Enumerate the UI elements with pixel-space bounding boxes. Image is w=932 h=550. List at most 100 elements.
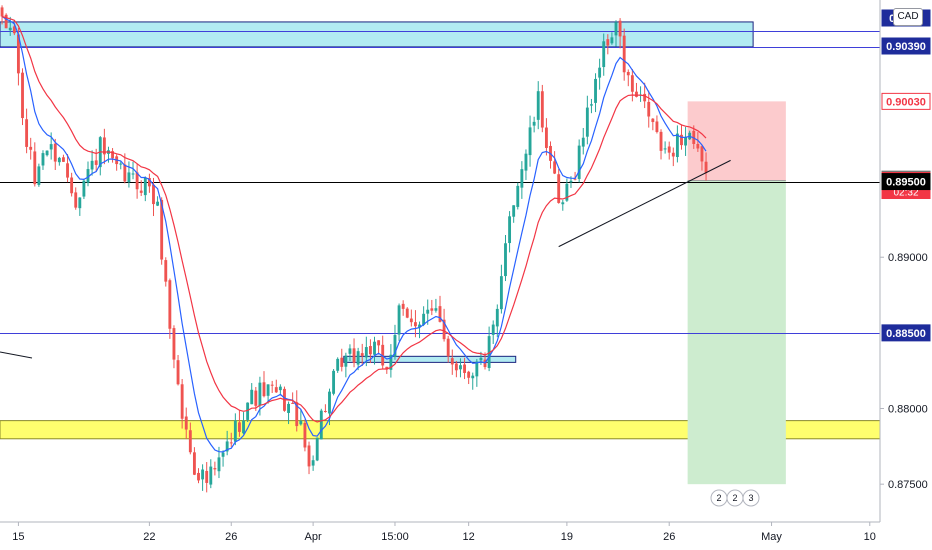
- candle-body: [323, 410, 327, 412]
- candle-body: [4, 14, 8, 29]
- price-tag-value: 0.90030: [886, 96, 926, 108]
- take-profit-zone: [687, 180, 786, 485]
- event-badge-count: 3: [748, 493, 753, 503]
- candle-body: [205, 470, 209, 483]
- candle-body: [459, 365, 462, 370]
- candle-body: [352, 348, 356, 363]
- price-tag: [881, 324, 931, 342]
- candle-body: [307, 445, 311, 467]
- event-badge-icon[interactable]: [742, 489, 760, 507]
- candle-body: [90, 160, 94, 170]
- candle-body: [585, 107, 589, 137]
- candle-body: [659, 131, 663, 151]
- candle-body: [82, 180, 86, 197]
- price-axis-bg[interactable]: [880, 0, 932, 550]
- candle-body: [62, 157, 65, 162]
- candle-body: [246, 402, 250, 420]
- candle-body: [594, 78, 597, 103]
- candle-body: [139, 190, 143, 193]
- candle-body: [626, 71, 630, 76]
- candle-body: [143, 177, 147, 196]
- candle-body: [606, 39, 610, 46]
- event-badges[interactable]: 2 2 3: [710, 489, 760, 507]
- candle-body: [385, 366, 389, 370]
- candle-body: [192, 452, 196, 475]
- time-axis[interactable]: 15 22 26 Apr 15:00 12 19 26 May 10: [12, 522, 876, 543]
- candle-body: [520, 169, 524, 188]
- candle-body: [553, 161, 557, 174]
- candle-body: [254, 390, 258, 406]
- candle-body: [450, 358, 454, 365]
- candle-body: [426, 309, 430, 314]
- candle-body: [680, 134, 683, 146]
- price-tick-label: 0.88000: [888, 404, 928, 416]
- candle-body: [418, 324, 421, 328]
- candle-body: [614, 22, 618, 36]
- candle-body: [532, 121, 536, 126]
- candle-body: [598, 67, 602, 78]
- candle-body: [475, 361, 479, 377]
- candle-body: [356, 351, 360, 365]
- candle-body: [524, 153, 528, 171]
- moving-averages-layer: [1, 15, 707, 453]
- candle-body: [409, 318, 413, 323]
- drawing-stub[interactable]: [0, 351, 33, 359]
- candle-body: [569, 180, 573, 183]
- time-tick-label: 26: [225, 531, 237, 543]
- candle-body: [381, 344, 385, 366]
- price-tick-label: 0.87500: [888, 479, 928, 491]
- price-tick-label: 0.89000: [888, 252, 928, 264]
- candle-body: [250, 389, 254, 405]
- candle-body: [696, 143, 700, 149]
- candle-body: [303, 422, 307, 448]
- candle-body: [655, 121, 659, 132]
- candle-body: [21, 72, 24, 119]
- candle-body: [463, 364, 466, 373]
- candle-body: [74, 192, 78, 208]
- candle-body: [217, 457, 221, 472]
- price-axis[interactable]: 0.89000 0.88000 0.87500: [880, 252, 928, 491]
- candle-body: [364, 347, 368, 358]
- candle-body: [622, 35, 626, 73]
- candle-body: [471, 375, 475, 379]
- candle-body: [86, 169, 90, 183]
- candle-body: [315, 437, 319, 461]
- candle-body: [495, 308, 499, 327]
- candle-body: [164, 260, 168, 282]
- currency-selector[interactable]: CAD: [893, 8, 923, 26]
- drawings-layer[interactable]: [0, 159, 731, 359]
- candle-body: [197, 472, 200, 481]
- candle-body: [675, 133, 679, 158]
- candle-body: [135, 172, 139, 190]
- candle-body: [287, 403, 290, 413]
- candle-body: [360, 353, 364, 356]
- candle-body: [78, 197, 82, 209]
- price-tag-value: 0.88500: [886, 328, 926, 340]
- candle-body: [180, 384, 184, 419]
- candle-body: [544, 127, 548, 148]
- candle-body: [12, 26, 16, 34]
- candle-body: [295, 402, 299, 427]
- candle-body: [57, 157, 61, 163]
- candle-body: [573, 178, 577, 180]
- time-tick-label: 15: [12, 531, 24, 543]
- candles-layer: [0, 5, 708, 493]
- candle-body: [336, 358, 340, 371]
- trendline[interactable]: [558, 159, 731, 248]
- candle-body: [188, 430, 192, 453]
- candle-body: [389, 354, 393, 370]
- candle-body: [127, 172, 131, 183]
- candle-body: [635, 91, 638, 97]
- candle-body: [479, 357, 483, 361]
- candle-body: [94, 160, 98, 165]
- candle-body: [491, 324, 495, 335]
- candle-body: [602, 41, 606, 68]
- candle-body: [368, 346, 372, 355]
- candle-body: [266, 384, 270, 396]
- candle-body: [258, 382, 262, 406]
- candle-body: [442, 319, 446, 340]
- candle-body: [499, 276, 503, 310]
- candle-body: [25, 119, 29, 147]
- time-tick-label: 10: [864, 531, 876, 543]
